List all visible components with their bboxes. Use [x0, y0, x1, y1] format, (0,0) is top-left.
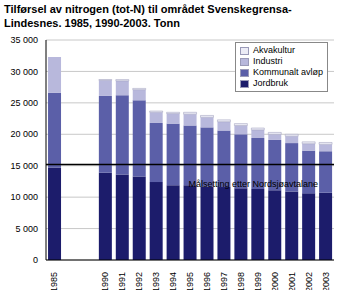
svg-text:2003: 2003: [321, 272, 331, 290]
svg-text:25 000: 25 000: [10, 98, 38, 108]
svg-text:1994: 1994: [168, 272, 178, 290]
svg-text:5 000: 5 000: [15, 224, 38, 234]
svg-text:1991: 1991: [117, 272, 127, 290]
html-text:Kommunalt avløp: Kommunalt avløp: [253, 67, 323, 77]
svg-text:2001: 2001: [287, 272, 297, 290]
svg-text:Målsetting etter Nordsjøavtala: Målsetting etter Nordsjøavtalane: [188, 179, 318, 189]
svg-text:1996: 1996: [202, 272, 212, 290]
html-text:Tilførsel av nitrogen (tot-N): Tilførsel av nitrogen (tot-N) til område…: [4, 3, 292, 29]
svg-text:2002: 2002: [304, 272, 314, 290]
html-text:Industri: Industri: [253, 56, 283, 66]
svg-text:2000: 2000: [270, 272, 280, 290]
svg-text:20 000: 20 000: [10, 129, 38, 139]
svg-text:1997: 1997: [219, 272, 229, 290]
svg-text:15 000: 15 000: [10, 161, 38, 171]
html-text:Jordbruk: Jordbruk: [253, 78, 288, 88]
svg-text:1992: 1992: [134, 272, 144, 290]
svg-text:30 000: 30 000: [10, 67, 38, 77]
svg-text:1999: 1999: [253, 272, 263, 290]
svg-text:1998: 1998: [236, 272, 246, 290]
svg-text:1995: 1995: [185, 272, 195, 290]
svg-text:10 000: 10 000: [10, 192, 38, 202]
html-text:Akvakultur: Akvakultur: [253, 45, 295, 55]
svg-text:35 000: 35 000: [10, 35, 38, 45]
svg-text:1993: 1993: [151, 272, 161, 290]
svg-text:1990: 1990: [100, 272, 110, 290]
svg-text:1985: 1985: [49, 272, 59, 290]
svg-text:0: 0: [33, 255, 38, 265]
